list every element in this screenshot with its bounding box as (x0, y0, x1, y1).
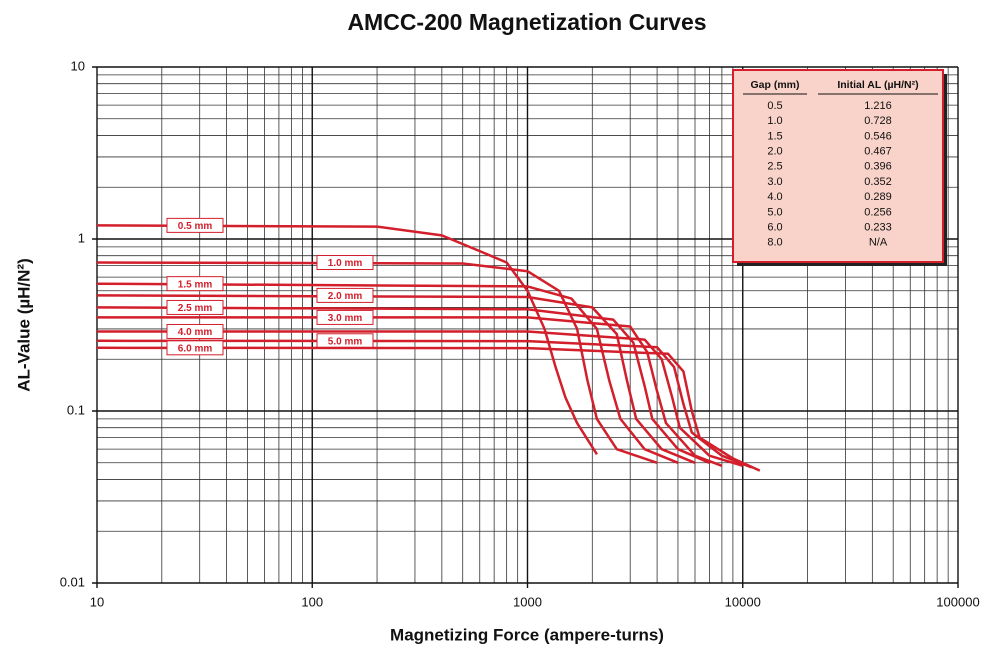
curve-label: 5.0 mm (328, 336, 363, 347)
curve (97, 316, 723, 467)
table-cell: 0.467 (864, 146, 892, 158)
curve (96, 306, 710, 464)
table-cell: 0.396 (864, 161, 892, 173)
chart-title: AMCC-200 Magnetization Curves (347, 9, 706, 35)
curve-label-box (166, 340, 224, 356)
x-tick-label: 10000 (725, 594, 761, 609)
table-cell: 6.0 (767, 222, 782, 234)
curve (96, 282, 679, 464)
table-box (732, 69, 944, 263)
y-tick-label: 10 (71, 58, 85, 73)
curve (97, 330, 744, 467)
table-cell: 0.289 (864, 191, 892, 203)
curve-label-box (166, 323, 224, 339)
curve (96, 261, 658, 464)
table-cell: 0.352 (864, 176, 892, 188)
curve (96, 339, 753, 469)
y-tick-label: 0.01 (60, 574, 85, 589)
curve (96, 294, 696, 464)
table-header: Initial AL (µH/N²) (837, 79, 918, 91)
table-cell: 8.0 (767, 237, 782, 249)
curve-label-box (316, 309, 374, 325)
y-tick-label: 0.1 (67, 402, 85, 417)
table-cell: 0.728 (864, 115, 892, 127)
curve-label-box (316, 255, 374, 271)
table-cell: 2.0 (767, 146, 782, 158)
curve (96, 224, 598, 455)
curve-label: 1.5 mm (178, 279, 213, 290)
table-cell: 1.0 (767, 115, 782, 127)
table-cell: 0.5 (767, 100, 782, 112)
table-cell: 1.5 (767, 130, 782, 142)
curve-label: 0.5 mm (178, 221, 213, 232)
y-tick-label: 1 (78, 230, 85, 245)
table-cell: 2.5 (767, 161, 782, 173)
x-axis-label: Magnetizing Force (ampere-turns) (390, 625, 664, 644)
curve-label: 4.0 mm (178, 327, 213, 338)
curve-label-box (166, 276, 224, 292)
table-header: Gap (mm) (750, 79, 799, 91)
curve-label-box (316, 287, 374, 303)
y-axis-label: AL-Value (µH/N²) (14, 258, 33, 392)
table-cell: N/A (869, 237, 888, 249)
table-cell: 3.0 (767, 176, 782, 188)
table-cell: 5.0 (767, 206, 782, 218)
x-tick-label: 100 (301, 594, 323, 609)
curve-label-box (166, 299, 224, 315)
table-cell: 4.0 (767, 191, 782, 203)
curve-label: 1.0 mm (328, 258, 363, 269)
curve-label: 6.0 mm (178, 343, 213, 354)
table-cell: 0.233 (864, 222, 892, 234)
curve-label-box (166, 217, 224, 233)
x-tick-label: 10 (90, 594, 104, 609)
x-tick-label: 100000 (936, 594, 979, 609)
curve-label: 2.5 mm (178, 303, 213, 314)
curve-label: 3.0 mm (328, 313, 363, 324)
curve (96, 346, 761, 472)
x-tick-label: 1000 (513, 594, 542, 609)
table-cell: 1.216 (864, 100, 892, 112)
table-cell: 0.546 (864, 130, 892, 142)
table-cell: 0.256 (864, 206, 892, 218)
curve-label: 2.0 mm (328, 291, 363, 302)
